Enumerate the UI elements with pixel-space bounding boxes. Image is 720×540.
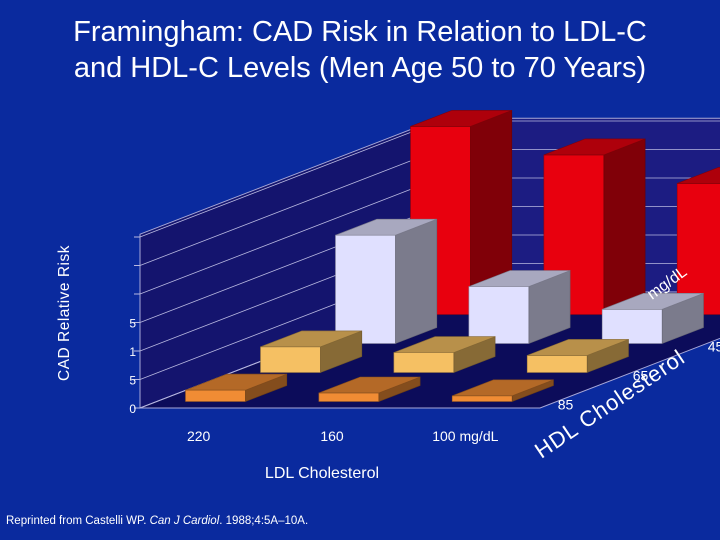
citation-journal: Can J Cardiol [149,515,220,527]
x-axis-label: LDL Cholesterol [265,465,379,482]
chart-bars [185,109,720,402]
x-tick-label: 220 [187,428,211,444]
bar-top-face [543,138,646,156]
bar [451,379,554,402]
x-tick-label: 160 [320,428,344,444]
bar [526,338,629,373]
bar-front-face [260,346,321,373]
bar-top-face [677,167,720,184]
y-tick-label: 5 [129,374,136,388]
bar-front-face [676,183,720,315]
hdl-tick-label: 45 [708,339,720,355]
bar-top-face [602,292,704,310]
bar-top-face [185,373,287,391]
hdl-tick-label: 85 [558,397,574,413]
bar-top-face [410,110,512,127]
y-tick-label: 1 [129,345,136,359]
citation: Reprinted from Castelli WP. Can J Cardio… [6,515,308,527]
bar [601,292,704,344]
y-tick-labels: 0 5 1 5 [129,317,136,417]
slide-title: Framingham: CAD Risk in Relation to LDL-… [0,14,720,86]
y-tick-label: 0 [129,402,136,416]
y-tick-label: 5 [129,317,136,331]
hdl-tick-label: 65 [633,368,649,384]
bar-side-face [603,138,646,315]
bar-top-face [260,330,362,348]
bar [468,270,571,344]
title-line-2: and HDL-C Levels (Men Age 50 to 70 Years… [73,52,647,84]
y-axis-label: CAD Relative Risk [56,245,73,381]
bar-top-face [393,336,496,353]
x-tick-labels: 220 160 100 mg/dL [187,428,499,444]
bar [318,376,421,402]
bar-front-face [468,286,530,344]
hdl-tick-labels: 25456585 [558,339,720,413]
bar-front-face [335,234,396,344]
bar-front-face [318,392,380,402]
bar-top-face [468,270,571,287]
bar-top-face [527,339,629,356]
bar-side-face [395,218,438,344]
citation-suffix: . 1988;4:5A–10A. [219,515,309,527]
bar-top-face [318,376,421,394]
bar [393,336,496,373]
bar [335,218,438,344]
bar-front-face [601,308,663,344]
bar-front-face [526,355,588,373]
bar-top-face [452,379,554,397]
bar-top-face [335,218,437,236]
bar-front-face [393,352,455,373]
bar [676,167,720,315]
x-tick-label: 100 mg/dL [432,428,498,444]
bar-front-face [185,389,246,402]
bar [260,330,363,373]
citation-prefix: Reprinted from Castelli WP. [6,515,150,527]
bar-front-face [451,395,513,402]
bar [185,373,288,402]
title-line-1: Framingham: CAD Risk in Relation to LDL-… [73,16,647,48]
